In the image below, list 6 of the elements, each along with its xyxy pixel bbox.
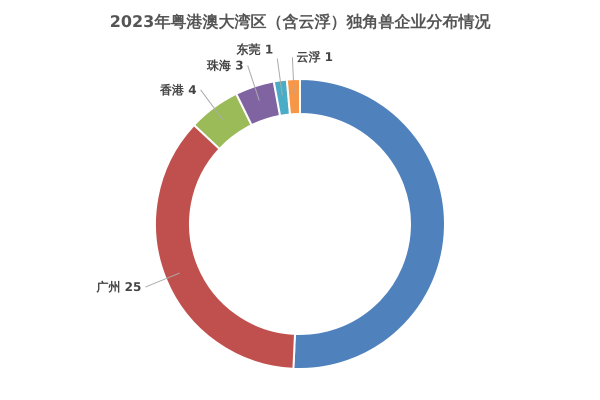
slice-label: 云浮 1	[296, 50, 333, 64]
chart-title: 2023年粤港澳大湾区（含云浮）独角兽企业分布情况	[108, 11, 492, 33]
slice-label: 东莞 1	[236, 42, 274, 56]
slice-label: 香港 4	[159, 82, 197, 97]
slice-label: 广州 25	[95, 280, 142, 294]
slice-label: 珠海 3	[206, 58, 244, 72]
